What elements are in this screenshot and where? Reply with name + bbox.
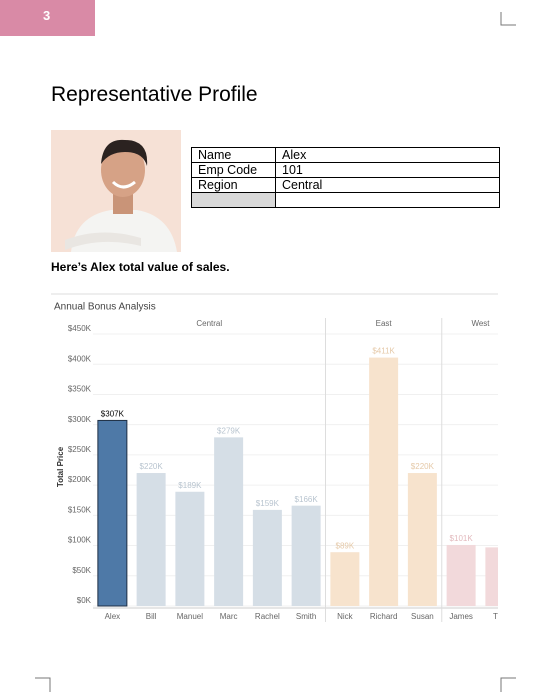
bar xyxy=(175,491,205,606)
y-tick-label: $200K xyxy=(68,475,92,484)
group-header: Central xyxy=(196,319,222,328)
y-tick-label: $400K xyxy=(68,354,92,363)
plot: $0K $50K $100K $150K $200K $250K $300K $350K $40… xyxy=(68,318,498,622)
x-tick-label: Rachel xyxy=(255,612,280,621)
x-tick-label: Manuel xyxy=(177,612,203,621)
chart: Annual Bonus Analysis Total Price $0K $50… xyxy=(51,293,498,622)
x-tick-label: Richard xyxy=(370,612,398,621)
bar xyxy=(97,419,128,607)
bar xyxy=(446,544,476,606)
data-label: $89K xyxy=(336,541,355,550)
page-number: 3 xyxy=(43,8,51,23)
chart-title: Annual Bonus Analysis xyxy=(54,302,156,313)
table-key xyxy=(191,192,276,208)
y-tick-label: $250K xyxy=(68,445,92,454)
x-tick-label: Marc xyxy=(220,612,238,621)
table-value: Central xyxy=(275,177,500,193)
data-label: $279K xyxy=(217,426,241,435)
table-row: Emp Code 101 xyxy=(191,162,500,178)
data-label: $220K xyxy=(411,462,435,471)
page-title: Representative Profile xyxy=(51,83,258,106)
x-tick-label: Alex xyxy=(105,612,121,621)
table-value: Alex xyxy=(275,147,500,163)
profile-photo xyxy=(51,130,181,252)
bar xyxy=(330,552,360,606)
y-tick-label: $450K xyxy=(68,324,92,333)
x-tick-label: Nick xyxy=(337,612,354,621)
table-value: 101 xyxy=(275,162,500,178)
page-tab: 3 xyxy=(0,0,95,36)
table-key: Region xyxy=(191,177,276,193)
bar xyxy=(136,473,166,606)
bar xyxy=(485,547,498,606)
table-value xyxy=(275,192,500,208)
y-tick-label: $150K xyxy=(68,505,92,514)
y-tick-label: $300K xyxy=(68,415,92,424)
x-tick-label: Smith xyxy=(296,612,316,621)
bar xyxy=(291,505,321,606)
x-tick-label: Susan xyxy=(411,612,434,621)
table-row: Region Central xyxy=(191,177,500,193)
bar xyxy=(407,473,437,606)
data-label: $159K xyxy=(256,499,280,508)
data-label: $189K xyxy=(178,481,202,490)
data-label: $220K xyxy=(140,462,164,471)
table-row xyxy=(191,192,500,208)
y-tick-label: $350K xyxy=(68,385,92,394)
table-key: Emp Code xyxy=(191,162,276,178)
y-tick-label: $0K xyxy=(77,596,92,605)
data-label: $166K xyxy=(295,495,319,504)
bar xyxy=(252,509,282,606)
data-label: $411K xyxy=(372,347,395,356)
data-label: $101K xyxy=(450,534,474,543)
x-tick-label: Bill xyxy=(146,612,157,621)
profile-table: Name Alex Emp Code 101 Region Central xyxy=(191,147,500,208)
group-header: West xyxy=(471,319,490,328)
caption: Here’s Alex total value of sales. xyxy=(51,260,230,274)
group-header: East xyxy=(376,319,393,328)
table-row: Name Alex xyxy=(191,147,500,163)
bar xyxy=(369,357,399,606)
y-tick-label: $100K xyxy=(68,536,92,545)
x-tick-label: Tho xyxy=(493,612,498,621)
y-axis-title: Total Price xyxy=(56,446,65,487)
y-tick-label: $50K xyxy=(72,566,91,575)
x-tick-label: James xyxy=(449,612,473,621)
table-key: Name xyxy=(191,147,276,163)
data-label: $307K xyxy=(101,410,125,419)
bar xyxy=(214,437,244,606)
